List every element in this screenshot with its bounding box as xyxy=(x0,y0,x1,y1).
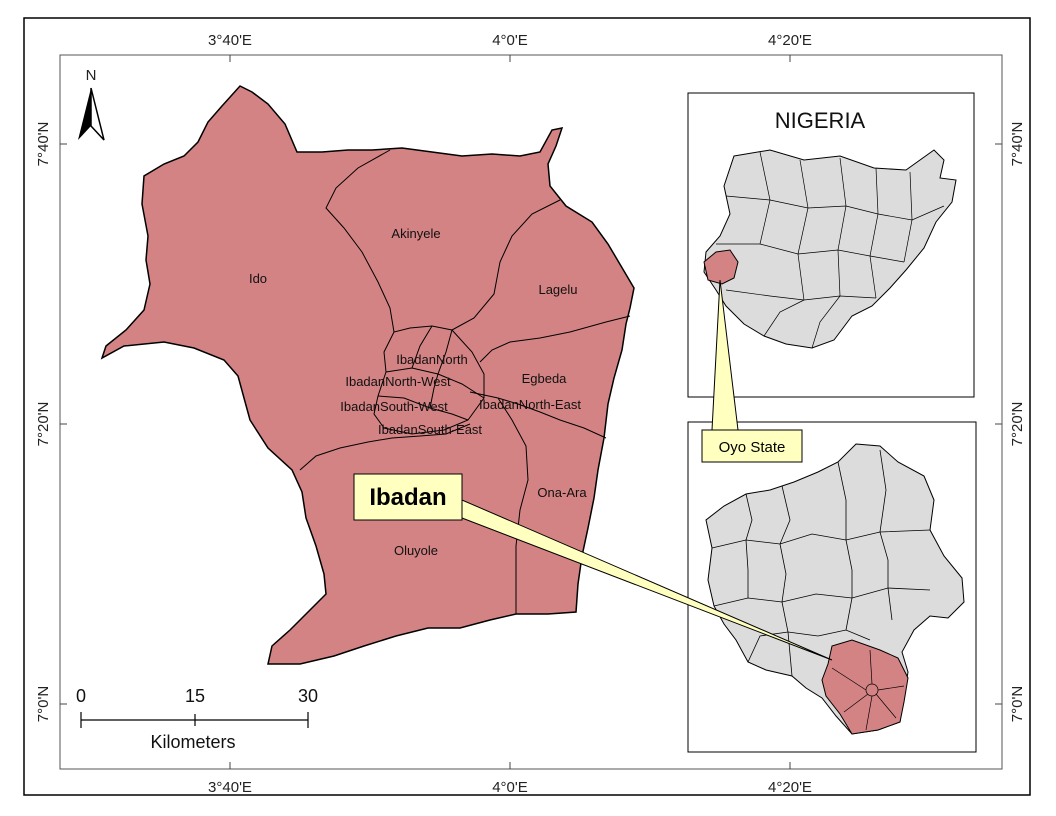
bottom-tick-label: 3°40'E xyxy=(208,779,252,796)
callouts: Oyo State Ibadan xyxy=(353,279,833,661)
left-tick-label: 7°40'N xyxy=(35,122,52,167)
north-label: N xyxy=(86,67,97,84)
nigeria-inset: NIGERIA xyxy=(687,92,975,398)
right-tick-label: 7°40'N xyxy=(1009,122,1026,167)
bottom-tick-label: 4°0'E xyxy=(492,779,528,796)
oyo-state-callout-label: Oyo State xyxy=(719,439,786,456)
lga-label-ibadan-south-east: IbadanSouth-East xyxy=(378,422,482,437)
lga-label-ido: Ido xyxy=(249,271,267,286)
north-arrow-icon: N xyxy=(78,67,105,141)
lga-boundaries xyxy=(299,149,631,614)
map-frame xyxy=(59,54,1003,770)
top-tick-label: 4°20'E xyxy=(768,32,812,49)
left-tick-label: 7°0'N xyxy=(35,686,52,722)
ibadan-callout-box xyxy=(353,473,463,521)
scale-bar: 0 15 30 Kilometers xyxy=(76,686,318,752)
lga-label-ibadan-north: IbadanNorth xyxy=(396,352,468,367)
oyo-state-callout-box xyxy=(701,429,803,463)
lga-label-oluyole: Oluyole xyxy=(394,543,438,558)
right-tick-label: 7°20'N xyxy=(1009,402,1026,447)
ibadan-callout-label: Ibadan xyxy=(369,484,446,511)
oyo-state-highlight xyxy=(703,249,739,285)
lga-label-egbeda: Egbeda xyxy=(522,371,568,386)
scale-label-15: 15 xyxy=(185,686,205,706)
scale-label-30: 30 xyxy=(298,686,318,706)
top-tick-label: 3°40'E xyxy=(208,32,252,49)
lga-label-ona-ara: Ona-Ara xyxy=(537,485,587,500)
bottom-tick-label: 4°20'E xyxy=(768,779,812,796)
oyo-inset xyxy=(687,421,977,753)
lga-label-ibadan-south-west: IbadanSouth-West xyxy=(340,399,448,414)
nigeria-title: NIGERIA xyxy=(775,108,866,133)
outer-frame xyxy=(23,17,1031,796)
lga-label-akinyele: Akinyele xyxy=(391,226,440,241)
ibadan-highlight-boundaries xyxy=(831,649,905,731)
lga-label-ibadan-north-east: IbadanNorth-East xyxy=(479,397,581,412)
lga-label-lagelu: Lagelu xyxy=(538,282,577,297)
right-tick-label: 7°0'N xyxy=(1009,686,1026,722)
graticule-ticks xyxy=(60,55,1002,769)
scale-label-0: 0 xyxy=(76,686,86,706)
left-tick-label: 7°20'N xyxy=(35,402,52,447)
lga-label-ibadan-north-west: IbadanNorth-West xyxy=(345,374,451,389)
ibadan-lga-map: Akinyele Ido Lagelu IbadanNorth Egbeda I… xyxy=(100,85,635,665)
nigeria-state-boundaries xyxy=(716,151,945,349)
oyo-lga-boundaries xyxy=(711,449,931,677)
ibadan-highlight xyxy=(821,639,909,735)
top-tick-label: 4°0'E xyxy=(492,32,528,49)
scale-unit-label: Kilometers xyxy=(150,732,235,752)
